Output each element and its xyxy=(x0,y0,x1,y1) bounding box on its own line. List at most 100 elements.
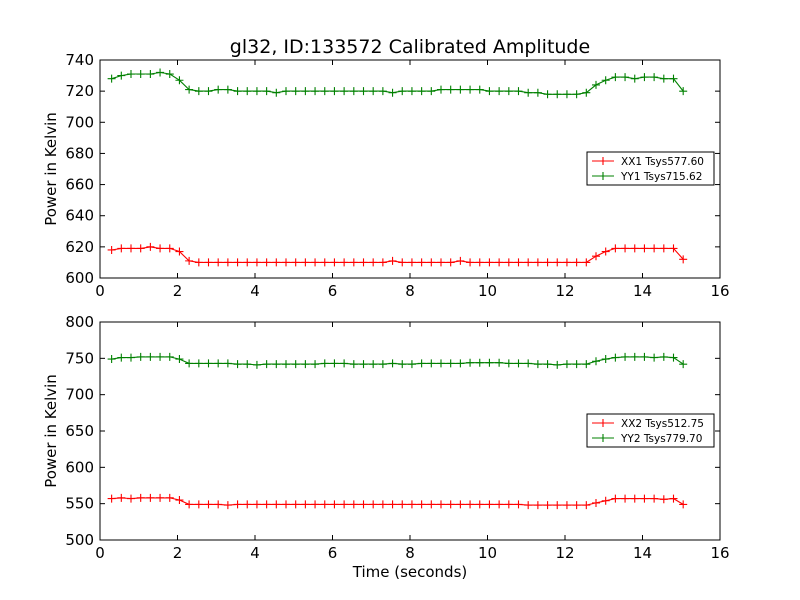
x-tick-label: 14 xyxy=(633,282,652,300)
series-point xyxy=(504,87,513,96)
series-point xyxy=(320,359,329,368)
series-point xyxy=(679,255,688,264)
series-point xyxy=(291,500,300,509)
series-point xyxy=(156,493,165,502)
series-point xyxy=(562,90,571,99)
legend-label: YY1 Tsys715.62 xyxy=(620,171,702,183)
series-point xyxy=(282,500,290,509)
series-point xyxy=(427,87,436,96)
series-point xyxy=(311,360,320,369)
series-point xyxy=(572,90,581,99)
series-point xyxy=(533,88,542,97)
series-point xyxy=(446,258,455,267)
legend: XX1 Tsys577.60 YY1 Tsys715.62 xyxy=(586,151,715,186)
series-point xyxy=(553,90,562,99)
series-point xyxy=(136,493,145,502)
series-point xyxy=(388,500,397,509)
series-point xyxy=(456,359,465,368)
series-point xyxy=(252,360,261,369)
series-point xyxy=(543,90,552,99)
legend-box xyxy=(586,151,715,186)
series-point xyxy=(640,244,649,253)
series-point xyxy=(582,258,591,267)
series-point xyxy=(291,87,300,96)
series-point xyxy=(495,87,504,96)
series-point xyxy=(592,498,600,507)
series-point xyxy=(456,256,465,265)
series-point xyxy=(359,258,368,267)
x-tick-label: 0 xyxy=(95,544,105,562)
series-point xyxy=(175,76,184,85)
series-point xyxy=(127,70,135,79)
series-point xyxy=(369,258,378,267)
series-point xyxy=(388,359,397,368)
series-point xyxy=(369,500,378,509)
y-tick-label: 500 xyxy=(65,531,94,549)
y-tick-label: 650 xyxy=(65,422,94,440)
series-point xyxy=(553,360,562,369)
series-point xyxy=(301,500,310,509)
series-point xyxy=(466,500,475,509)
x-tick-label: 12 xyxy=(555,544,574,562)
series-point xyxy=(601,355,610,364)
series-point xyxy=(640,494,649,503)
y-tick-label: 660 xyxy=(65,176,94,194)
series-point xyxy=(417,500,426,509)
series-point xyxy=(156,352,165,361)
y-tick-label: 700 xyxy=(65,113,94,131)
series-point xyxy=(446,359,455,368)
series-point xyxy=(611,244,620,253)
series-point xyxy=(320,500,329,509)
series-point xyxy=(243,258,252,267)
series-point xyxy=(204,258,213,267)
series-point xyxy=(621,352,630,361)
series-point xyxy=(456,500,465,509)
series-point xyxy=(630,74,639,83)
series-point xyxy=(301,258,310,267)
series-point xyxy=(340,87,349,96)
series-point xyxy=(282,360,290,369)
series-point xyxy=(524,359,533,368)
series-point xyxy=(146,242,155,251)
x-axis-label: Time (seconds) xyxy=(352,563,468,581)
series-point xyxy=(417,359,426,368)
series-point xyxy=(233,258,242,267)
series-point xyxy=(223,85,232,94)
x-tick-label: 12 xyxy=(555,282,574,300)
series-point xyxy=(533,360,542,369)
series-point xyxy=(679,87,688,96)
series-point xyxy=(214,258,223,267)
series-point xyxy=(378,360,387,369)
series-point xyxy=(127,244,135,253)
series-point xyxy=(117,353,126,362)
series-point xyxy=(204,500,213,509)
legend-marker xyxy=(599,419,607,427)
series-point xyxy=(669,244,678,253)
y-tick-label: 640 xyxy=(65,207,94,225)
series-point xyxy=(398,360,407,369)
series-point xyxy=(175,247,184,256)
series-point xyxy=(252,87,261,96)
series-point xyxy=(243,87,252,96)
x-tick-label: 6 xyxy=(328,282,338,300)
series-point xyxy=(369,360,378,369)
series-point xyxy=(272,360,281,369)
y-tick-label: 600 xyxy=(65,458,94,476)
series-point xyxy=(340,258,349,267)
series-point xyxy=(127,494,135,503)
series-point xyxy=(194,359,203,368)
series-point xyxy=(543,360,552,369)
series-point xyxy=(282,87,290,96)
series-point xyxy=(524,88,533,97)
series-point xyxy=(107,245,116,254)
series-point xyxy=(669,353,678,362)
series-point xyxy=(495,500,504,509)
series-point xyxy=(282,258,290,267)
series-point xyxy=(669,74,678,83)
series-point xyxy=(485,358,494,367)
series-point xyxy=(659,495,668,504)
series-point xyxy=(349,258,358,267)
series-point xyxy=(243,500,252,509)
series-point xyxy=(117,493,126,502)
